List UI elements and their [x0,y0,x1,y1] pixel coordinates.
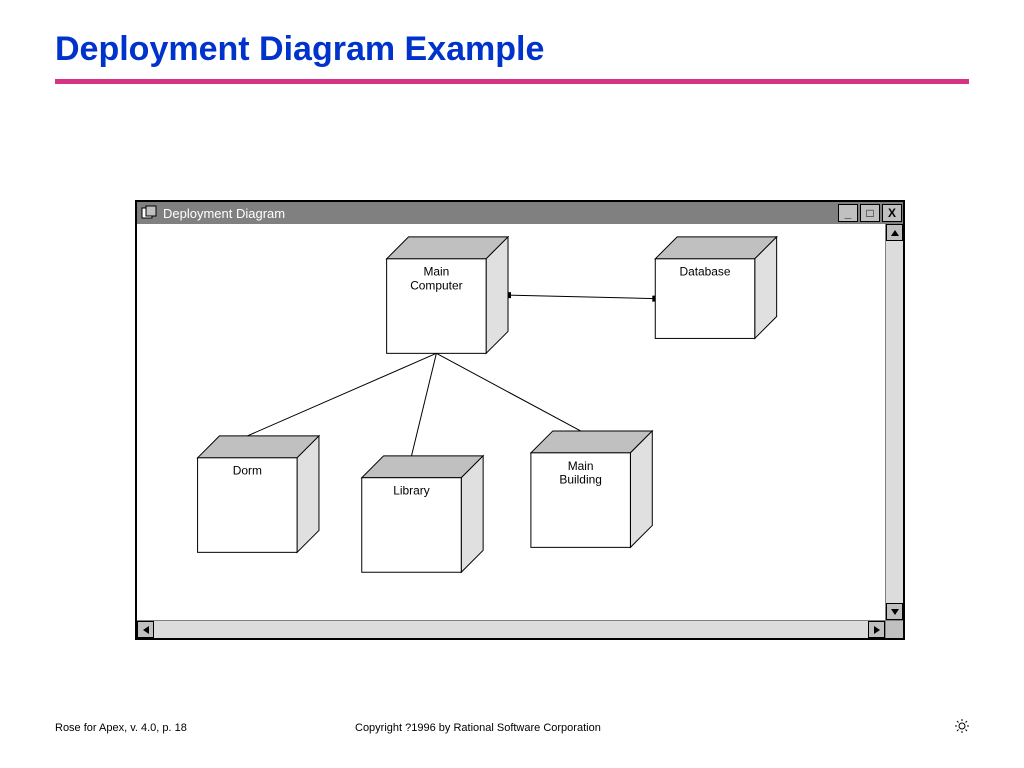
horizontal-scrollbar[interactable] [137,620,885,638]
close-button[interactable]: X [882,204,902,222]
title-rule [55,79,969,84]
svg-text:Main: Main [568,459,594,473]
footer-right [889,719,969,736]
svg-text:Computer: Computer [410,279,462,293]
svg-text:Building: Building [559,473,601,487]
scrollbar-corner [885,620,903,638]
scroll-right-button[interactable] [868,621,885,638]
scroll-down-button[interactable] [886,603,903,620]
window-titlebar[interactable]: Deployment Diagram _ □ X [137,202,903,224]
deployment-diagram: MainComputerDatabaseDormLibraryMainBuild… [137,224,885,620]
node-dorm: Dorm [198,436,319,552]
node-library: Library [362,456,483,572]
vertical-scrollbar[interactable] [885,224,903,620]
svg-text:Dorm: Dorm [233,464,262,478]
slide: Deployment Diagram Example Deployment Di… [0,0,1024,768]
node-main_computer: MainComputer [387,237,508,353]
sun-icon [955,719,969,733]
diagram-canvas[interactable]: MainComputerDatabaseDormLibraryMainBuild… [137,224,885,620]
node-database: Database [655,237,776,338]
slide-title: Deployment Diagram Example [55,30,969,69]
node-main_building: MainBuilding [531,431,652,547]
svg-text:Library: Library [393,484,429,498]
scroll-left-button[interactable] [137,621,154,638]
footer-left: Rose for Apex, v. 4.0, p. 18 [55,722,355,734]
maximize-button[interactable]: □ [860,204,880,222]
app-icon [141,205,157,221]
svg-text:Main: Main [423,265,449,279]
svg-text:Database: Database [679,265,730,279]
footer-center: Copyright ?1996 by Rational Software Cor… [355,722,889,734]
window-title: Deployment Diagram [163,206,285,221]
app-window: Deployment Diagram _ □ X MainComputerDat… [135,200,905,640]
slide-footer: Rose for Apex, v. 4.0, p. 18 Copyright ?… [55,719,969,736]
minimize-button[interactable]: _ [838,204,858,222]
scroll-up-button[interactable] [886,224,903,241]
